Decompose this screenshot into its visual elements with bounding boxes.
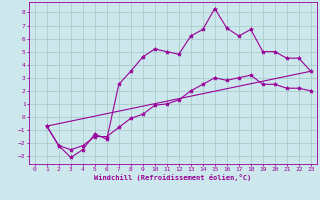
X-axis label: Windchill (Refroidissement éolien,°C): Windchill (Refroidissement éolien,°C) — [94, 174, 252, 181]
